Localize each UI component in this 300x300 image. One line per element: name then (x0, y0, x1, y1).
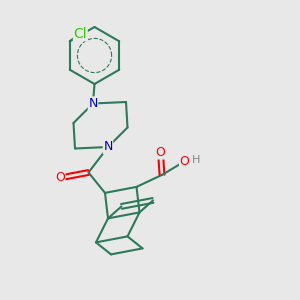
Text: O: O (55, 171, 65, 184)
Text: Cl: Cl (74, 27, 87, 41)
Text: N: N (88, 97, 98, 110)
Text: O: O (156, 146, 165, 159)
Text: O: O (180, 155, 189, 168)
Text: H: H (192, 155, 201, 165)
Text: N: N (103, 140, 113, 154)
